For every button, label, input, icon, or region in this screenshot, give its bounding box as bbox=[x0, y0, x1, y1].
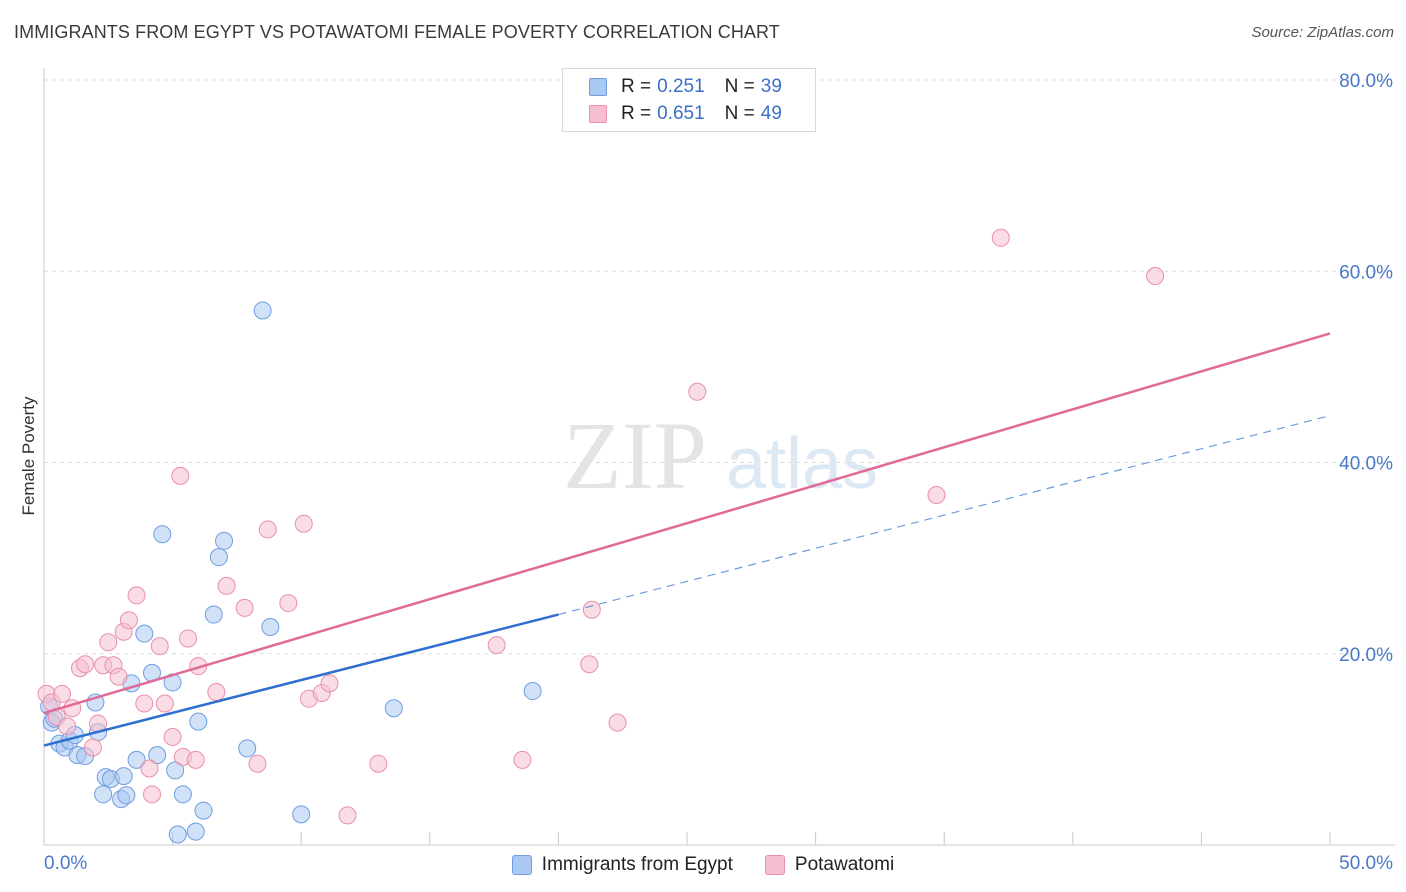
chart-title: IMMIGRANTS FROM EGYPT VS POTAWATOMI FEMA… bbox=[14, 22, 780, 42]
legend-item-egypt: Immigrants from Egypt bbox=[511, 854, 733, 876]
potawatomi-point bbox=[58, 717, 77, 736]
egypt-point bbox=[204, 605, 223, 624]
egypt-point bbox=[186, 822, 205, 841]
egypt-point bbox=[194, 801, 213, 820]
legend-n-label: N = bbox=[724, 103, 755, 124]
potawatomi-point bbox=[127, 586, 146, 605]
legend-r-value-potawatomi: 0.651 bbox=[657, 103, 705, 124]
potawatomi-point bbox=[580, 655, 599, 674]
legend-swatch-potawatomi bbox=[764, 855, 785, 875]
egypt-trend-extension bbox=[558, 415, 1331, 616]
potawatomi-point bbox=[927, 486, 946, 505]
egypt-point bbox=[173, 785, 192, 804]
potawatomi-point bbox=[513, 750, 532, 769]
potawatomi-point bbox=[1146, 267, 1165, 286]
tick-labels: 20.0% 40.0% 60.0% 80.0% 0.0% 50.0% bbox=[44, 71, 1393, 874]
watermark: ZIP atlas bbox=[563, 402, 878, 509]
egypt-point bbox=[135, 624, 154, 643]
egypt-point bbox=[117, 786, 136, 805]
egypt-point bbox=[148, 746, 167, 765]
egypt-point bbox=[114, 767, 133, 786]
series-egypt-points bbox=[40, 301, 542, 844]
egypt-point bbox=[94, 785, 113, 804]
egypt-point bbox=[168, 825, 187, 844]
potawatomi-point bbox=[582, 600, 601, 619]
x-tick-label-min: 0.0% bbox=[44, 853, 87, 874]
potawatomi-point bbox=[279, 594, 298, 613]
y-tick-label: 60.0% bbox=[1339, 262, 1393, 283]
egypt-point bbox=[384, 699, 403, 718]
potawatomi-point bbox=[991, 228, 1010, 247]
potawatomi-point bbox=[487, 636, 506, 655]
potawatomi-point bbox=[99, 633, 118, 652]
potawatomi-point bbox=[235, 598, 254, 617]
potawatomi-point bbox=[217, 576, 236, 595]
series-potawatomi-points bbox=[37, 228, 1165, 825]
legend-n-value-egypt: 39 bbox=[760, 76, 782, 97]
potawatomi-point bbox=[155, 694, 174, 713]
potawatomi-point bbox=[83, 738, 102, 757]
legend-item-potawatomi: Potawatomi bbox=[764, 854, 895, 876]
legend-label-potawatomi: Potawatomi bbox=[794, 854, 895, 875]
potawatomi-point bbox=[140, 759, 159, 778]
watermark-zip: ZIP bbox=[563, 402, 707, 509]
potawatomi-point bbox=[76, 655, 95, 674]
egypt-point bbox=[261, 617, 280, 636]
potawatomi-trend-line bbox=[43, 332, 1331, 715]
egypt-point bbox=[215, 531, 234, 550]
legend-r-value-egypt: 0.251 bbox=[657, 76, 705, 97]
potawatomi-point bbox=[294, 514, 313, 533]
potawatomi-point bbox=[143, 785, 162, 804]
potawatomi-point bbox=[369, 754, 388, 773]
egypt-point bbox=[209, 548, 228, 567]
potawatomi-point bbox=[608, 713, 627, 732]
potawatomi-point bbox=[119, 611, 138, 630]
potawatomi-point bbox=[186, 750, 205, 769]
potawatomi-point bbox=[207, 683, 226, 701]
legend-n-value-potawatomi: 49 bbox=[760, 103, 782, 124]
potawatomi-point bbox=[179, 629, 198, 648]
egypt-point bbox=[189, 712, 208, 731]
potawatomi-point bbox=[248, 754, 267, 773]
legend-label-egypt: Immigrants from Egypt bbox=[541, 854, 733, 875]
potawatomi-point bbox=[320, 674, 339, 693]
egypt-point bbox=[238, 739, 257, 758]
egypt-trend-line bbox=[43, 613, 559, 747]
potawatomi-point bbox=[171, 466, 190, 485]
legend-r-label: R = bbox=[621, 76, 652, 97]
legend-row-potawatomi: R = 0.651 N = 49 bbox=[589, 103, 782, 125]
egypt-point bbox=[253, 301, 272, 320]
egypt-point bbox=[127, 750, 146, 769]
y-tick-label: 80.0% bbox=[1339, 71, 1393, 92]
legend-swatch-egypt bbox=[589, 78, 607, 96]
source-credit: Source: ZipAtlas.com bbox=[1251, 24, 1394, 41]
watermark-atlas: atlas bbox=[726, 424, 878, 504]
potawatomi-point bbox=[53, 684, 72, 703]
egypt-point bbox=[523, 682, 542, 701]
grid-lines bbox=[44, 79, 1395, 655]
potawatomi-point bbox=[258, 520, 277, 539]
potawatomi-point bbox=[150, 637, 169, 656]
x-tick-label-max: 50.0% bbox=[1339, 853, 1393, 874]
legend-row-egypt: R = 0.251 N = 39 bbox=[589, 76, 782, 98]
potawatomi-point bbox=[338, 806, 357, 825]
potawatomi-point bbox=[109, 667, 128, 686]
egypt-point bbox=[166, 761, 185, 780]
legend-swatch-potawatomi bbox=[589, 105, 607, 123]
y-tick-label: 20.0% bbox=[1339, 645, 1393, 666]
correlation-legend: R = 0.251 N = 39 R = 0.651 N = 49 bbox=[562, 68, 816, 132]
trend-lines bbox=[43, 332, 1331, 747]
y-tick-label: 40.0% bbox=[1339, 454, 1393, 475]
egypt-point bbox=[153, 525, 172, 544]
potawatomi-point bbox=[135, 694, 154, 713]
potawatomi-point bbox=[163, 727, 182, 746]
legend-r-label: R = bbox=[621, 103, 652, 124]
series-legend: Immigrants from Egypt Potawatomi bbox=[0, 852, 1406, 878]
axes bbox=[43, 68, 1395, 846]
legend-swatch-egypt bbox=[511, 855, 532, 875]
potawatomi-point bbox=[688, 382, 707, 401]
egypt-point bbox=[292, 805, 311, 824]
legend-n-label: N = bbox=[724, 76, 755, 97]
